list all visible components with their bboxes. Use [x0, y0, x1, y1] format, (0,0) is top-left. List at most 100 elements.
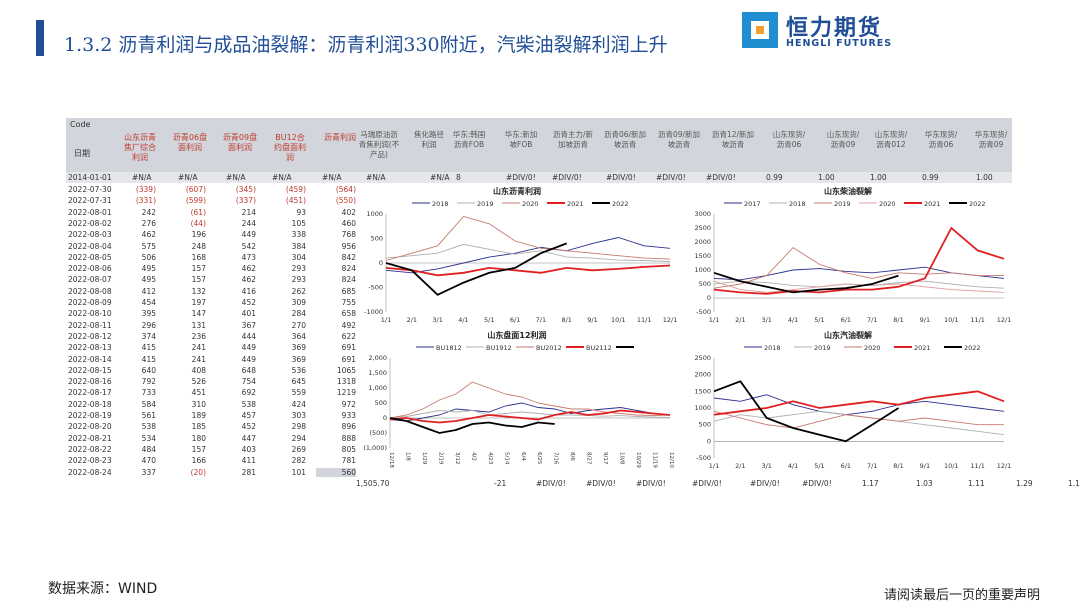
summary-value: 1.03 — [916, 479, 933, 488]
row-date: 2022-08-18 — [68, 399, 112, 409]
cell: 282 — [291, 456, 306, 466]
chart-gasoline-crack: 山东汽油裂解 2018 2019 2020 2021 2022 2500 2000 1500 10… — [694, 330, 1012, 470]
ref-value: #N/A — [226, 173, 246, 182]
cell: (451) — [285, 196, 306, 206]
cell: 214 — [241, 207, 256, 217]
cell: 645 — [291, 377, 306, 387]
summary-value: 1.14 — [1068, 479, 1080, 488]
date-label: 日期 — [74, 149, 90, 158]
col-head-0: 山东沥青 焦厂综合 利润 — [124, 133, 156, 162]
legend-label: 2019 — [834, 200, 851, 208]
legend-label: 2022 — [612, 200, 629, 208]
x-tick-label: 11/19 — [652, 452, 658, 468]
chart-title: 山东盘面12利润 — [487, 330, 546, 340]
table-row: 2022-08-17 733 451 692 559 1219 — [66, 387, 356, 398]
cell: 412 — [141, 286, 156, 296]
ref-value: #DIV/0! — [706, 173, 736, 182]
y-tick-label: 0 — [383, 414, 387, 422]
cell: 460 — [341, 218, 356, 228]
series-line-4 — [389, 417, 555, 434]
cell: 447 — [241, 433, 256, 443]
x-tick-label: 12/1 — [997, 462, 1012, 470]
col-head-4: 沥青利润 — [324, 133, 356, 142]
cell: 692 — [241, 388, 256, 398]
ref-date: 2014-01-01 — [68, 173, 112, 182]
cell: 452 — [241, 298, 256, 307]
cell: 395 — [141, 309, 156, 319]
cell: 415 — [141, 343, 156, 353]
cell: 411 — [241, 456, 256, 466]
cell: 733 — [141, 388, 156, 398]
x-tick-label: 9/1 — [920, 316, 930, 324]
row-date: 2022-08-20 — [68, 422, 112, 432]
x-tick-label: 10/1 — [611, 316, 626, 324]
y-tick-label: 2000 — [694, 371, 711, 379]
y-tick-label: 1500 — [694, 387, 711, 395]
cell: 470 — [141, 456, 156, 466]
cell: 658 — [341, 309, 356, 319]
cell: (607) — [185, 185, 206, 194]
cell: 276 — [141, 218, 156, 228]
row-date: 2022-08-01 — [68, 207, 112, 217]
table-row: 2022-08-05 506 168 473 304 842 — [66, 252, 356, 263]
y-tick-label: (500) — [370, 429, 387, 437]
cell: 101 — [291, 467, 306, 477]
cell: 367 — [241, 320, 256, 330]
row-date: 2022-08-13 — [68, 343, 112, 353]
table-row: 2022-07-31 (331) (599) (337) (451) (550) — [66, 195, 356, 206]
grey-head-0: 马瑞原油沥 青焦利润(不 产品) — [358, 130, 400, 159]
x-tick-label: 8/6 — [569, 452, 575, 461]
cell: 449 — [241, 343, 256, 353]
x-tick-label: 6/4 — [520, 452, 526, 461]
table-row: 2022-08-07 495 157 462 293 824 — [66, 274, 356, 285]
x-tick-label: 8/1 — [893, 316, 903, 324]
title-accent-bar — [36, 20, 44, 56]
table-row: 2022-08-08 412 132 416 262 685 — [66, 286, 356, 297]
cell: 401 — [241, 309, 256, 319]
cell: 559 — [291, 388, 306, 398]
series-line-1 — [713, 410, 1005, 436]
x-tick-label: 1/1 — [709, 462, 719, 470]
row-date: 2022-08-24 — [68, 467, 112, 477]
cell: 495 — [141, 275, 156, 285]
x-tick-label: 6/1 — [510, 316, 520, 324]
y-tick-label: 1000 — [694, 266, 711, 274]
row-date: 2022-08-19 — [68, 411, 112, 420]
chart-bu12-profit: 山东盘面12利润 BU1812 BU1912 BU2012 BU2112 2,000 1,5… — [363, 330, 674, 468]
x-tick-label: 6/25 — [536, 452, 542, 465]
cell: 534 — [141, 433, 156, 443]
cell: 792 — [141, 377, 156, 387]
code-label: Code — [70, 120, 91, 129]
cell: 768 — [341, 230, 356, 240]
series-line-2 — [385, 215, 671, 261]
cell: 293 — [291, 264, 306, 274]
chart-title: 山东汽油裂解 — [824, 330, 872, 340]
table-row: 2022-08-09 454 197 452 309 755 — [66, 297, 356, 308]
legend-label: 2021 — [914, 344, 931, 352]
y-tick-label: 1000 — [694, 404, 711, 412]
cell: 304 — [291, 252, 306, 262]
cell: 303 — [291, 411, 306, 420]
cell: 1219 — [336, 388, 356, 398]
x-tick-label: 4/2 — [470, 452, 476, 461]
ref-value: #DIV/0! — [506, 173, 536, 182]
cell: 754 — [241, 377, 256, 387]
y-tick-label: -500 — [696, 454, 711, 462]
summary-value: 1,505.70 — [356, 479, 390, 488]
cell: 157 — [191, 275, 206, 285]
cell: 180 — [191, 433, 206, 443]
series-line-2 — [713, 410, 1004, 429]
data-panel: Code 日期 山东沥青 焦厂综合 利润 沥青06盘 面利润 沥青09盘 面利润 BU12合约… — [66, 118, 1080, 490]
y-tick-label: -1000 — [364, 308, 383, 316]
summary-value: 1.29 — [1016, 479, 1033, 488]
x-tick-label: 4/1 — [788, 462, 798, 470]
table-row: 2022-08-03 462 196 449 338 768 — [66, 229, 356, 240]
row-date: 2022-08-21 — [68, 433, 112, 443]
x-tick-label: 1/1 — [709, 316, 719, 324]
cell: 416 — [241, 286, 256, 296]
x-tick-label: 3/1 — [761, 462, 771, 470]
logo-cn: 恒力期货 — [786, 16, 883, 41]
cell: 824 — [341, 275, 356, 285]
cell: 685 — [341, 286, 356, 296]
cell: 691 — [341, 343, 356, 353]
